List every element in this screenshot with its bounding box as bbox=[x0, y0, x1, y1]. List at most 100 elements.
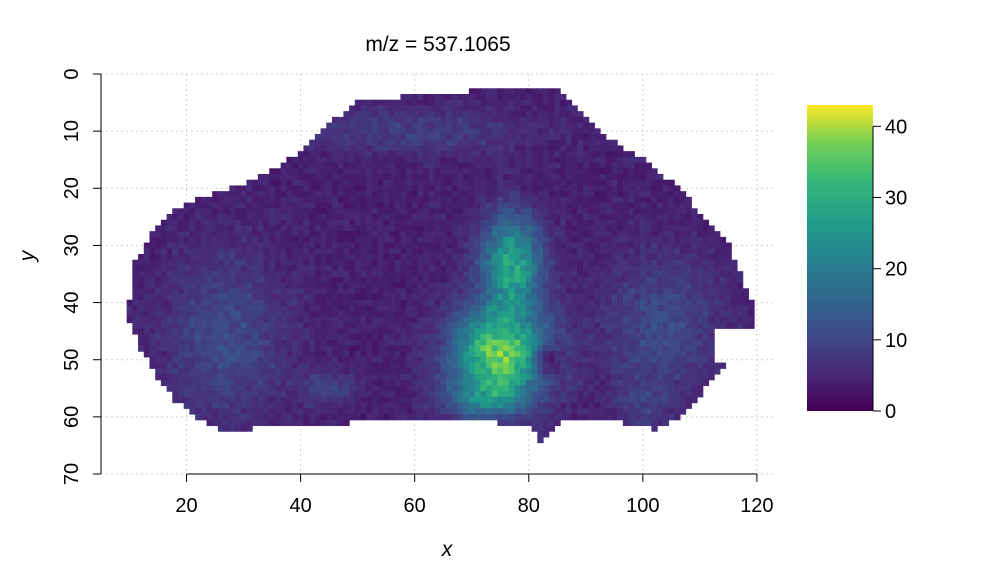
heatmap-cell bbox=[177, 322, 185, 329]
heatmap-cell bbox=[697, 368, 704, 375]
heatmap-cell bbox=[463, 231, 470, 238]
heatmap-cell bbox=[343, 385, 350, 392]
heatmap-cell bbox=[674, 305, 681, 312]
heatmap-cell bbox=[457, 334, 464, 341]
heatmap-cell bbox=[149, 282, 156, 289]
heatmap-cell bbox=[503, 94, 510, 101]
heatmap-cell bbox=[600, 185, 607, 192]
heatmap-cell bbox=[440, 362, 447, 369]
heatmap-cell bbox=[514, 134, 521, 141]
heatmap-cell bbox=[634, 168, 641, 175]
heatmap-cell bbox=[628, 236, 635, 244]
heatmap-cell bbox=[651, 299, 658, 307]
heatmap-cell bbox=[537, 288, 544, 295]
heatmap-cell bbox=[577, 391, 584, 398]
heatmap-cell bbox=[554, 299, 561, 307]
heatmap-cell bbox=[651, 408, 658, 415]
heatmap-cell bbox=[217, 334, 225, 341]
heatmap-cell bbox=[292, 374, 299, 381]
heatmap-cell bbox=[702, 294, 710, 301]
heatmap-cell bbox=[257, 334, 265, 341]
heatmap-cell bbox=[212, 419, 219, 427]
heatmap-cell bbox=[485, 208, 493, 215]
heatmap-cell bbox=[719, 311, 727, 318]
heatmap-cell bbox=[622, 374, 630, 381]
heatmap-cell bbox=[280, 208, 287, 215]
heatmap-cell bbox=[674, 231, 681, 238]
heatmap-cell bbox=[525, 116, 533, 124]
heatmap-cell bbox=[697, 299, 704, 307]
heatmap-cell bbox=[331, 276, 339, 284]
heatmap-cell bbox=[371, 139, 379, 147]
heatmap-cell bbox=[577, 116, 584, 124]
heatmap-cell bbox=[257, 345, 265, 352]
heatmap-cell bbox=[303, 214, 310, 221]
heatmap-cell bbox=[485, 122, 493, 129]
heatmap-cell bbox=[543, 356, 550, 364]
heatmap-cell bbox=[183, 402, 191, 409]
heatmap-cell bbox=[451, 276, 459, 284]
heatmap-cell bbox=[531, 414, 538, 421]
heatmap-cell bbox=[622, 214, 630, 221]
heatmap-cell bbox=[582, 191, 590, 198]
heatmap-cell bbox=[697, 334, 704, 341]
heatmap-cell bbox=[514, 385, 521, 392]
heatmap-cell bbox=[662, 322, 670, 329]
heatmap-cell bbox=[257, 294, 265, 301]
heatmap-cell bbox=[252, 299, 259, 307]
heatmap-cell bbox=[257, 356, 265, 364]
heatmap-cell bbox=[560, 339, 567, 347]
heatmap-cell bbox=[497, 145, 504, 152]
heatmap-cell bbox=[303, 299, 310, 307]
heatmap-cell bbox=[463, 334, 470, 341]
heatmap-cell bbox=[468, 202, 476, 209]
heatmap-cell bbox=[400, 162, 407, 169]
heatmap-cell bbox=[183, 208, 191, 215]
heatmap-cell bbox=[377, 225, 384, 232]
heatmap-cell bbox=[331, 231, 339, 238]
heatmap-cell bbox=[292, 202, 299, 209]
heatmap-cell bbox=[463, 185, 470, 192]
heatmap-cell bbox=[622, 362, 630, 369]
heatmap-cell bbox=[468, 99, 476, 107]
heatmap-cell bbox=[628, 168, 635, 175]
heatmap-cell bbox=[406, 111, 413, 118]
heatmap-cell bbox=[292, 219, 299, 227]
heatmap-cell bbox=[554, 116, 561, 124]
heatmap-cell bbox=[474, 362, 481, 369]
heatmap-cell bbox=[354, 156, 362, 164]
heatmap-cell bbox=[155, 322, 162, 329]
heatmap-cell bbox=[685, 339, 692, 347]
heatmap-cell bbox=[657, 219, 664, 227]
heatmap-cell bbox=[537, 231, 544, 238]
heatmap-cell bbox=[297, 379, 305, 387]
heatmap-cell bbox=[600, 316, 607, 324]
heatmap-cell bbox=[428, 191, 436, 198]
heatmap-cell bbox=[543, 139, 550, 147]
heatmap-cell bbox=[537, 436, 544, 444]
heatmap-cell bbox=[377, 356, 384, 364]
heatmap-cell bbox=[223, 396, 230, 404]
heatmap-cell bbox=[685, 271, 692, 278]
heatmap-cell bbox=[742, 288, 749, 295]
heatmap-cell bbox=[155, 225, 162, 232]
heatmap-cell bbox=[257, 328, 265, 335]
heatmap-cell bbox=[503, 156, 510, 164]
heatmap-cell bbox=[446, 134, 453, 141]
heatmap-cell bbox=[160, 299, 168, 307]
heatmap-cell bbox=[354, 334, 362, 341]
heatmap-cell bbox=[714, 305, 721, 312]
heatmap-cell bbox=[360, 231, 367, 238]
heatmap-cell bbox=[497, 362, 504, 369]
heatmap-cell bbox=[582, 271, 590, 278]
heatmap-cell bbox=[474, 185, 481, 192]
heatmap-cell bbox=[463, 385, 470, 392]
heatmap-cell bbox=[446, 202, 453, 209]
heatmap-cell bbox=[366, 379, 373, 387]
heatmap-cell bbox=[383, 339, 390, 347]
heatmap-cell bbox=[662, 311, 670, 318]
heatmap-cell bbox=[235, 214, 242, 221]
heatmap-cell bbox=[622, 156, 630, 164]
heatmap-cell bbox=[457, 339, 464, 347]
heatmap-cell bbox=[451, 99, 459, 107]
